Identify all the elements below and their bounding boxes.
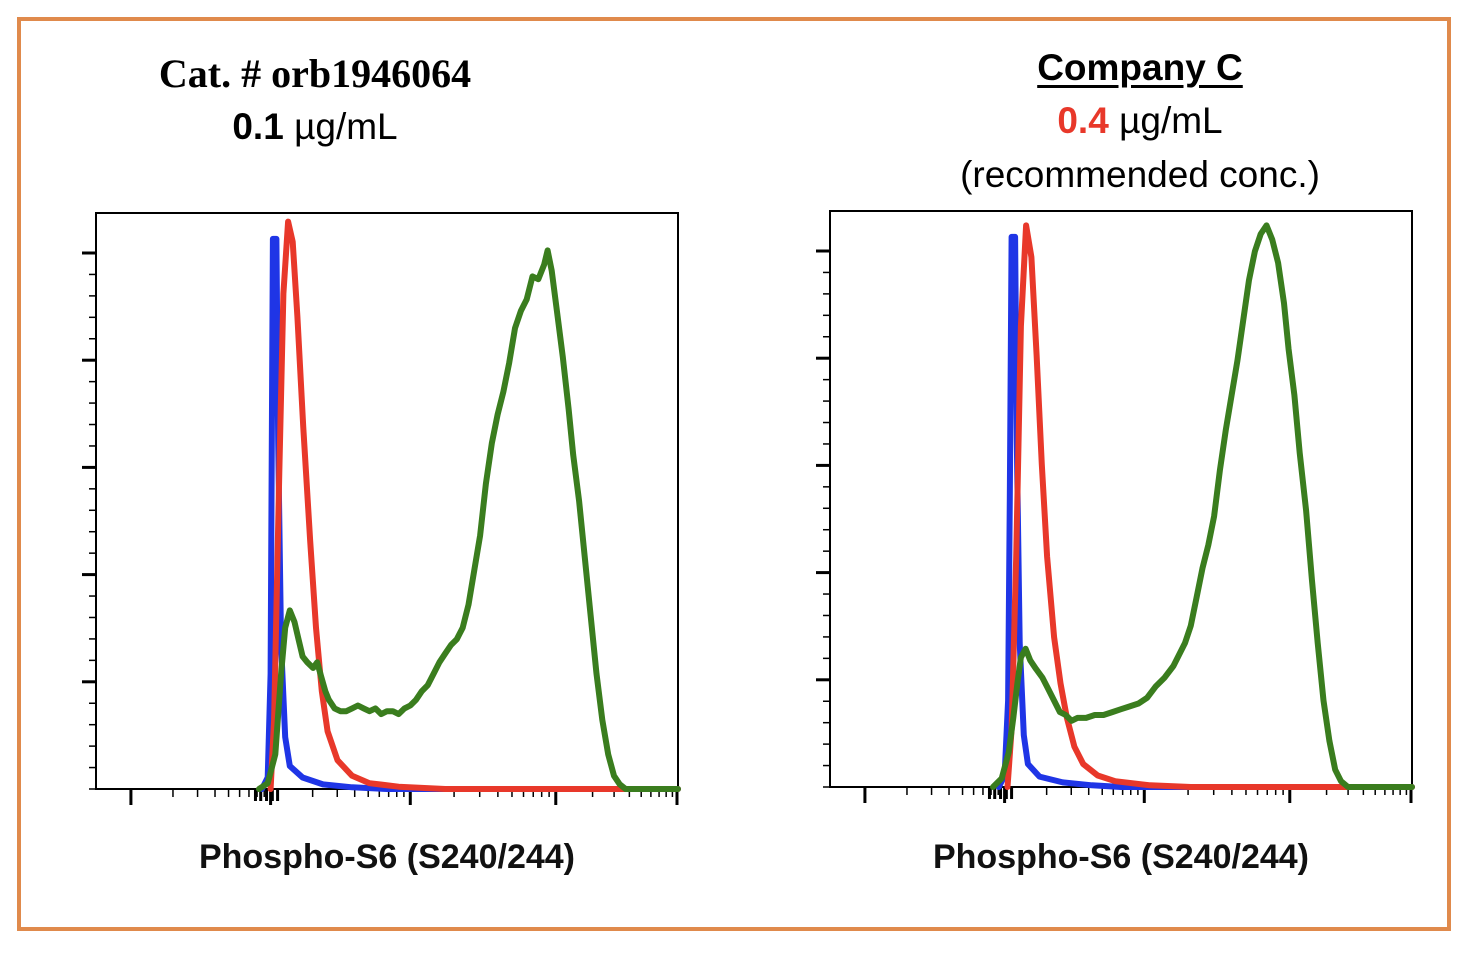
right-histogram-plot (816, 210, 1415, 803)
left-series-green-line (256, 247, 681, 792)
right-series-blue-line (995, 233, 1415, 790)
left-series-red-line (267, 218, 681, 792)
left-plot-frame (95, 212, 679, 790)
left-panel-title: Cat. # orb1946064 (158, 51, 472, 96)
right-panel-header: Company C 0.4 µg/mL (recommended conc.) (880, 42, 1400, 202)
left-x-axis-label: Phospho-S6 (S240/244) (198, 838, 575, 876)
right-series-green-line (990, 222, 1415, 790)
right-series-red-line (1004, 222, 1415, 790)
right-conc-note: (recommended conc.) (960, 154, 1320, 195)
right-panel-title: Company C (1037, 47, 1243, 88)
left-panel-header: Cat. # orb1946064 0.1 µg/mL (110, 48, 520, 154)
left-conc-unit: µg/mL (294, 106, 398, 147)
right-concentration: 0.4 µg/mL (880, 94, 1400, 148)
left-conc-value: 0.1 (232, 106, 284, 147)
left-histogram-plot (82, 212, 681, 805)
right-plot-frame (829, 210, 1413, 788)
right-conc-value: 0.4 (1057, 100, 1109, 141)
right-x-axis-label: Phospho-S6 (S240/244) (932, 838, 1309, 876)
right-conc-unit: µg/mL (1119, 100, 1223, 141)
left-concentration: 0.1 µg/mL (110, 100, 520, 154)
